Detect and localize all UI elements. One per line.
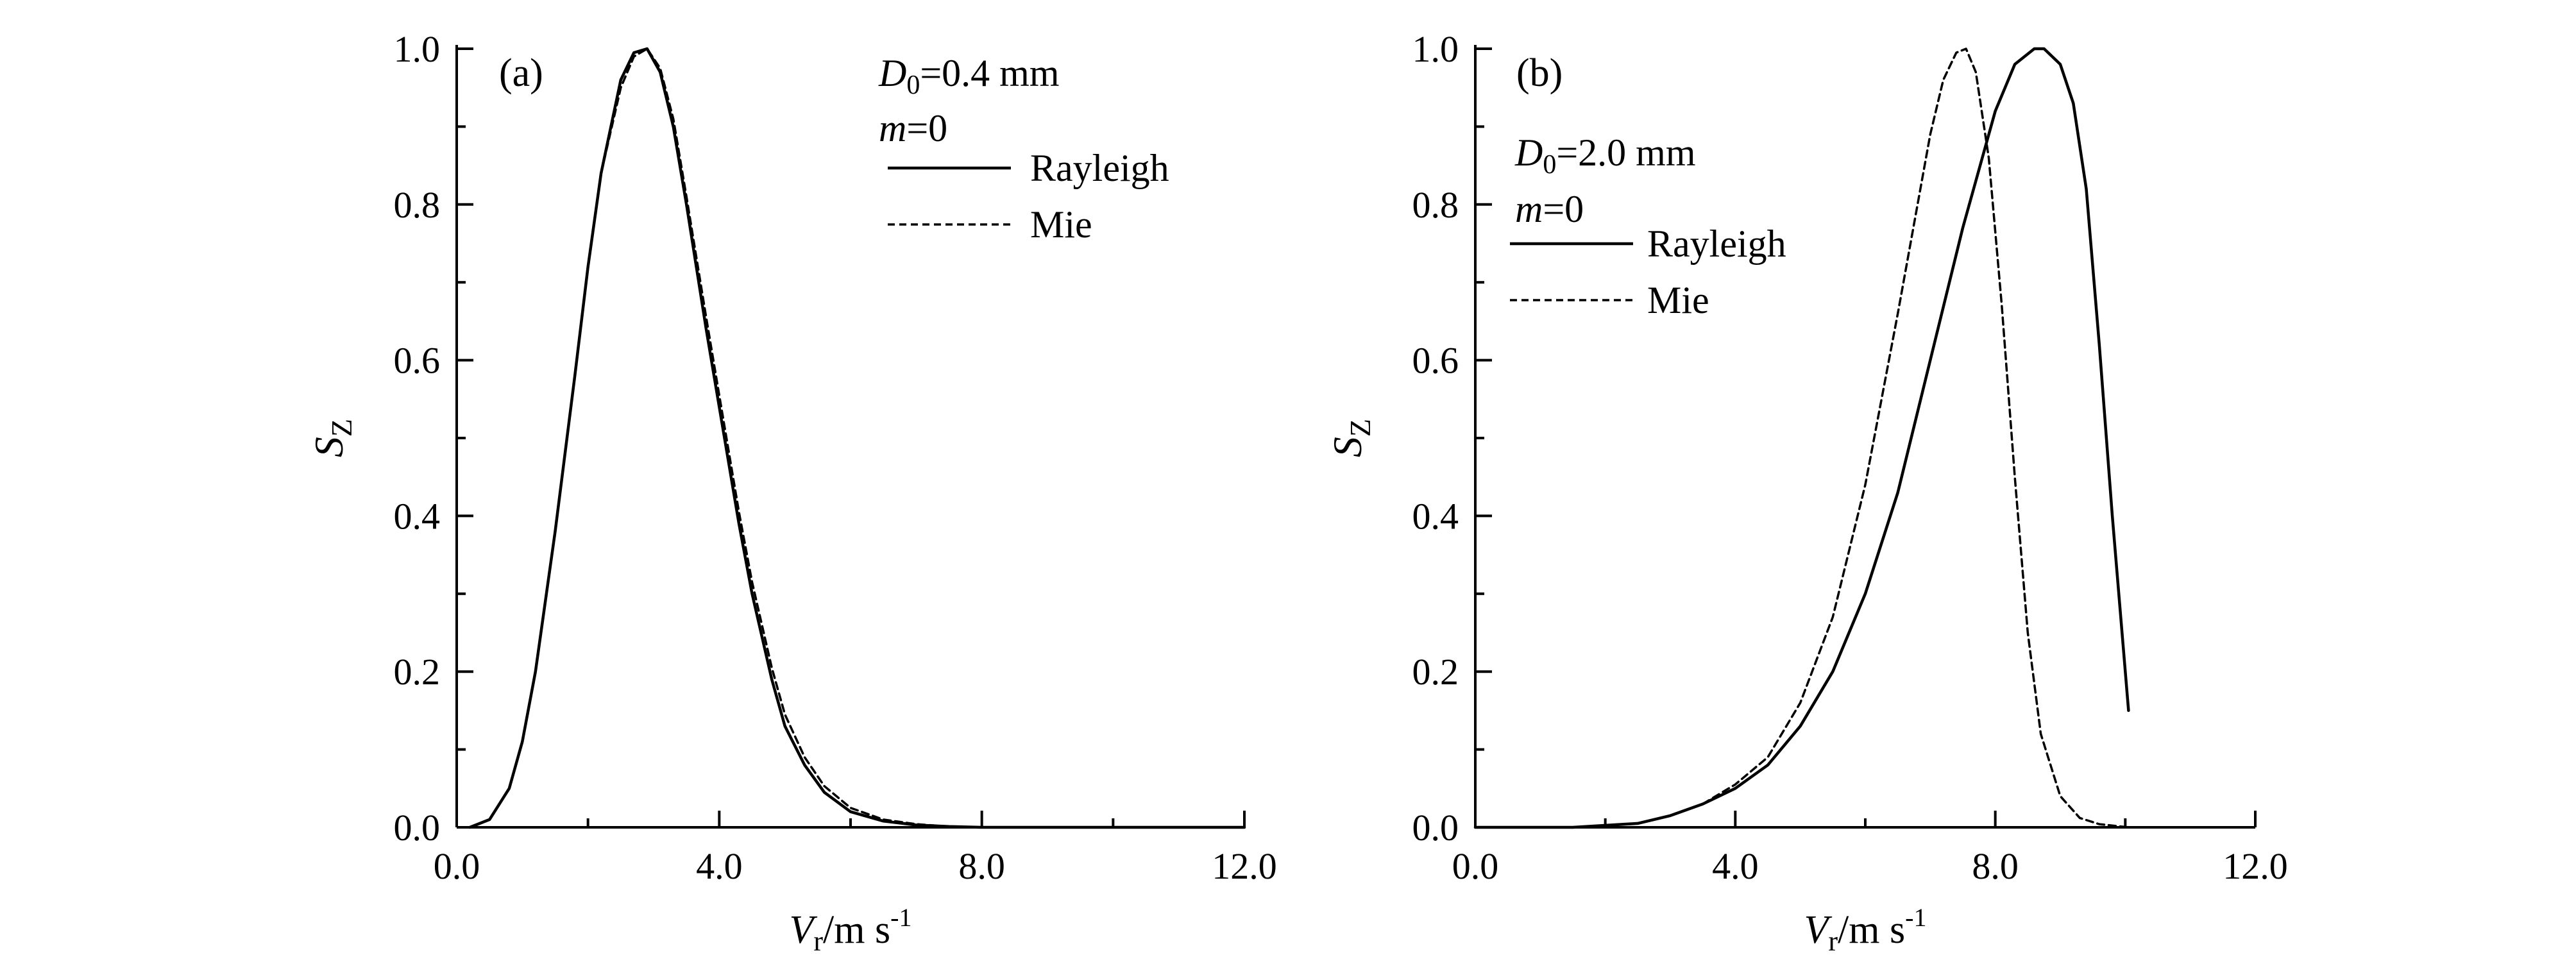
y-tick-label: 0.4 [394, 495, 441, 537]
x-tick-label: 0.0 [1452, 845, 1499, 887]
parameter-annotation: D0=0.4 mm [878, 52, 1060, 100]
parameter-annotation: m=0 [1515, 188, 1584, 230]
legend-label-rayleigh: Rayleigh [1647, 223, 1786, 265]
y-axis-label: SZ [306, 419, 358, 457]
x-tick-label: 8.0 [1972, 845, 2019, 887]
legend-label-mie: Mie [1647, 279, 1709, 321]
y-tick-label: 1.0 [1412, 28, 1459, 70]
x-tick-label: 0.0 [434, 845, 480, 887]
y-tick-label: 0.6 [394, 340, 441, 382]
parameter-annotation: m=0 [879, 107, 947, 149]
panel-label: (b) [1516, 51, 1563, 95]
x-tick-label: 8.0 [958, 845, 1005, 887]
legend-label-mie: Mie [1030, 203, 1092, 246]
panel-label: (a) [499, 51, 543, 95]
y-tick-label: 0.2 [1412, 651, 1459, 693]
x-axis-label: Vr/m s-1 [1804, 903, 1927, 957]
x-tick-label: 4.0 [1712, 845, 1759, 887]
x-tick-label: 12.0 [2223, 845, 2288, 887]
x-axis-label: Vr/m s-1 [790, 903, 912, 957]
legend-label-rayleigh: Rayleigh [1030, 147, 1169, 189]
y-tick-label: 0.4 [1412, 495, 1459, 537]
y-tick-label: 0.2 [394, 651, 441, 693]
y-axis-label: SZ [1325, 419, 1377, 457]
x-tick-label: 4.0 [696, 845, 743, 887]
y-tick-label: 0.0 [394, 807, 441, 848]
x-tick-label: 12.0 [1212, 845, 1277, 887]
chart-panel-a: 0.0 4.0 8.0 12.0 0.0 0.2 0.4 0.6 0.8 1.0 Vr/m s-1 S… [306, 28, 1277, 957]
y-tick-label: 0.8 [1412, 184, 1459, 226]
y-tick-label: 0.8 [394, 184, 441, 226]
y-tick-label: 0.6 [1412, 340, 1459, 382]
series-line-mie [1474, 47, 2130, 829]
chart-panel-b: 0.0 4.0 8.0 12.0 0.0 0.2 0.4 0.6 0.8 1.0 Vr/m s-1 S… [1325, 28, 2288, 957]
parameter-annotation: D0=2.0 mm [1514, 131, 1696, 180]
y-tick-label: 1.0 [394, 28, 441, 70]
series-line-mie [468, 47, 1246, 829]
y-tick-label: 0.0 [1412, 807, 1459, 848]
